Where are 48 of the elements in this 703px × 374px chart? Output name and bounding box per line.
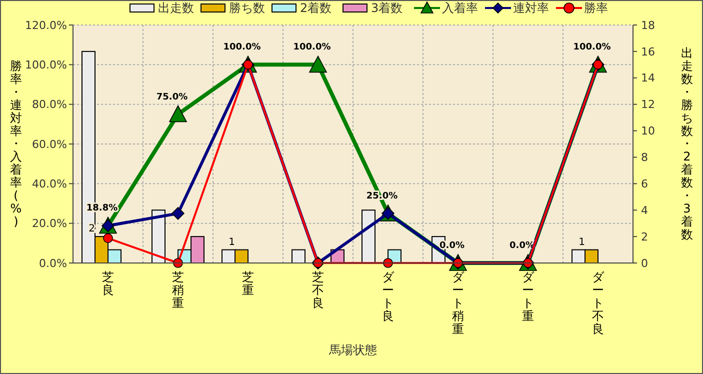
x-tick-label: 芝良: [102, 270, 114, 298]
x-tick-label: 芝稍重: [172, 270, 184, 310]
y-tick-label: 80.0%: [32, 98, 67, 112]
data-label: 75.0%: [156, 92, 188, 102]
bar: [292, 249, 306, 264]
x-tick-label: ダート良: [382, 270, 395, 324]
y2-tick-label: 8: [641, 151, 648, 164]
x-axis-title: 馬場状態: [328, 343, 377, 357]
legend-label: 出走数: [158, 1, 194, 16]
x-tick-label: ダート不良: [592, 270, 605, 336]
point: [309, 56, 327, 73]
data-label: 100.0%: [293, 42, 331, 53]
y2-tick-label: 18: [641, 18, 655, 32]
y2-tick-label: 14: [641, 72, 655, 85]
y-tick-label: 60.0%: [32, 138, 67, 151]
data-label: 1: [578, 236, 585, 248]
y-tick-label: 0.0%: [39, 256, 67, 270]
data-label: 1: [228, 236, 235, 248]
y2-tick-label: 6: [641, 178, 648, 191]
y2-tick-label: 10: [641, 124, 655, 138]
y2-tick-label: 0: [641, 256, 648, 270]
x-tick-label: 芝重: [242, 270, 254, 298]
y2-tick-label: 16: [641, 45, 655, 58]
legend-label: 連対率: [513, 1, 549, 16]
x-tick-label: ダート稍重: [452, 270, 465, 336]
point: [172, 207, 184, 220]
point: [103, 233, 113, 244]
y-tick-label: 100.0%: [25, 58, 67, 72]
y-tick-label: 40.0%: [32, 178, 67, 191]
legend-label: 勝率: [584, 1, 608, 16]
x-tick-label: ダート重: [522, 270, 535, 324]
data-label: 100.0%: [573, 42, 611, 53]
legend-label: 2着数: [300, 1, 332, 16]
y2-tick-label: 12: [641, 98, 655, 112]
legend-label: 3着数: [371, 1, 403, 16]
y-tick-label: 120.0%: [25, 18, 67, 32]
data-label: 2: [88, 224, 95, 235]
text: 勝率・連対率・入着率(%): [10, 58, 22, 228]
x-tick-label: 芝不良: [312, 270, 324, 310]
data-label: 100.0%: [223, 42, 261, 53]
bar: [362, 210, 376, 264]
y2-tick-label: 2: [641, 230, 648, 244]
text: 出走数・勝ち数・2着数・3着数: [681, 46, 693, 242]
y-tick-label: 20.0%: [32, 217, 67, 230]
legend-label: 入着率: [442, 1, 478, 16]
y2-tick-label: 4: [641, 204, 648, 217]
legend-label: 勝ち数: [229, 1, 265, 16]
point: [169, 105, 187, 122]
